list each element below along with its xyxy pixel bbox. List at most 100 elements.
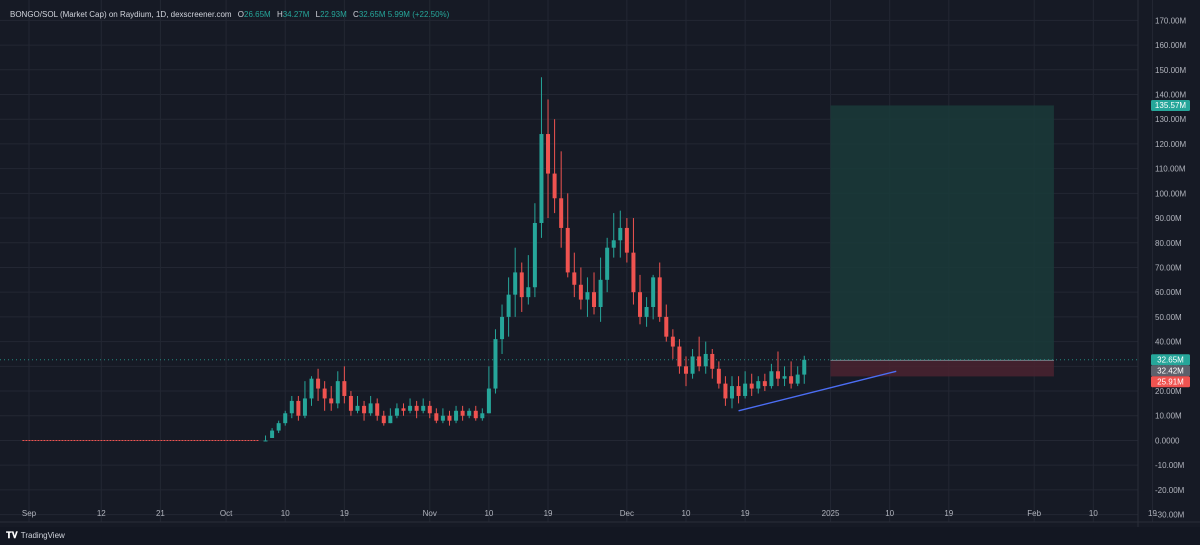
candle-up [526,287,531,298]
candle-up [539,134,544,223]
y-tick-label: 70.00M [1155,263,1182,272]
y-tick-label: 10.00M [1155,412,1182,421]
candle-up [394,408,399,416]
candle-up [769,371,774,387]
y-tick-label: 140.00M [1155,90,1186,99]
candle-up [408,405,413,411]
candle-down [460,410,465,416]
candle-down [677,346,682,367]
candle-up [486,388,491,414]
change-value: 5.99M (+22.50%) [387,10,450,19]
trendline [738,370,897,412]
candle-up [500,316,505,340]
y-tick-label: 100.00M [1155,189,1186,198]
y-tick-label: 0.0000 [1155,436,1180,445]
candle-up [289,400,294,414]
x-tick-label: 19 [944,509,953,518]
candle-down [434,413,439,421]
candle-up [756,381,761,389]
target-zone [830,105,1054,361]
candle-down [473,410,478,419]
x-tick-label: 21 [156,509,165,518]
candle-down [578,284,583,300]
candle-up [729,386,734,399]
y-tick-label: 130.00M [1155,115,1186,124]
x-tick-label: 10 [484,509,493,518]
candle-down [316,378,321,389]
candle-down [716,368,721,384]
price-badge-label: 32.42M [1157,367,1184,376]
candle-down [572,272,577,285]
y-tick-label: -10.00M [1155,461,1185,470]
candle-up [618,227,623,241]
candle-up [651,277,656,308]
x-tick-label: 19 [340,509,349,518]
stop-zone [830,360,1054,377]
chart-legend: BONGO/SOL (Market Cap) on Raydium, 1D, d… [10,10,449,19]
candle-up [532,222,537,288]
x-tick-label: 10 [682,509,691,518]
candle-down [749,383,754,389]
x-tick-label: 19 [1148,509,1157,518]
y-tick-label: 150.00M [1155,66,1186,75]
candle-up [690,356,695,374]
y-tick-label: 60.00M [1155,288,1182,297]
candle-up [335,381,340,404]
candle-down [789,376,794,384]
candle-up [276,423,281,431]
candle-up [605,247,610,280]
candle-down [631,252,636,293]
candle-up [355,405,360,411]
x-tick-label: Dec [620,509,634,518]
candle-up [644,307,649,317]
candle-up [270,430,275,438]
candle-up [513,272,518,295]
x-tick-label: Nov [423,509,437,518]
candle-down [375,403,380,416]
x-tick-label: 2025 [822,509,840,518]
tradingview-logo[interactable]: 𝐓𝐕 TradingView [6,530,65,541]
symbol-title: BONGO/SOL (Market Cap) on Raydium, 1D, d… [10,10,232,19]
y-tick-label: 110.00M [1155,165,1186,174]
candle-up [611,240,616,248]
high-value: 34.27M [282,10,310,19]
x-tick-label: Sep [22,509,37,518]
candle-down [348,395,353,411]
candle-up [421,405,426,411]
price-badge-label: 135.57M [1155,101,1186,110]
open-value: 26.65M [244,10,271,19]
x-tick-label: Oct [220,509,233,518]
candle-up [309,378,314,399]
low-value: 22.93M [320,10,347,19]
candle-up [440,415,445,421]
footer-bar [0,527,1200,545]
y-tick-label: 170.00M [1155,16,1186,25]
y-tick-label: 120.00M [1155,140,1186,149]
candle-down [296,400,301,416]
candle-up [703,353,708,367]
candle-down [624,227,629,253]
open-label: O [237,10,245,19]
candle-up [302,398,307,416]
candle-down [565,227,570,273]
candle-down [697,356,702,367]
tradingview-mark-icon: 𝐓𝐕 [6,530,18,540]
price-badge-label: 25.91M [1157,378,1184,387]
price-badge [1151,354,1190,366]
candle-down [664,316,669,337]
price-badge-label: 32.65M [1157,356,1184,365]
y-tick-label: -20.00M [1155,486,1185,495]
x-tick-label: 19 [544,509,553,518]
candle-down [322,388,327,399]
candle-down [447,415,452,421]
candle-down [546,134,551,174]
candle-down [684,366,688,374]
x-tick-label: 12 [97,509,106,518]
candle-down [401,408,406,411]
candle-down [638,292,643,317]
candle-down [552,173,557,199]
close-value: 32.65M [358,10,386,19]
candle-up [263,440,268,442]
candle-down [762,381,767,387]
